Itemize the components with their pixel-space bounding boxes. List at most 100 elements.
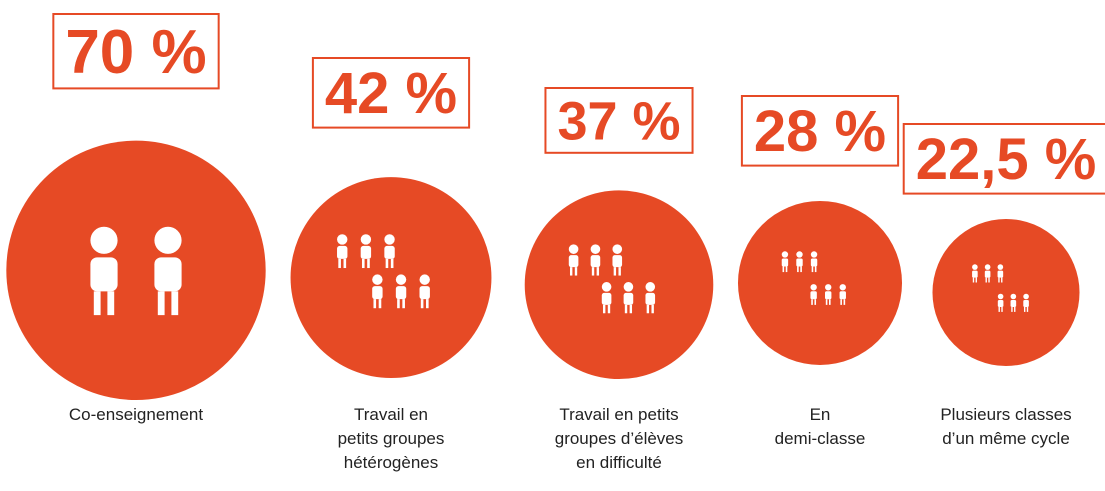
icon (93, 291, 101, 316)
category-label: d’un même cycle (942, 429, 1070, 448)
icon (998, 307, 1000, 312)
icon (402, 299, 405, 309)
icon (1010, 300, 1017, 308)
category-label: demi-classe (775, 429, 866, 448)
icon (361, 258, 365, 269)
icon (797, 266, 799, 273)
icon (360, 234, 372, 245)
icon (810, 251, 818, 258)
icon (998, 277, 1000, 283)
icon (420, 299, 424, 309)
icon (972, 270, 978, 278)
icon (90, 226, 118, 254)
bubble (932, 218, 1080, 366)
icon (90, 257, 118, 292)
icon (373, 299, 377, 309)
icon (1014, 307, 1016, 312)
icon (154, 226, 182, 254)
value-box (740, 95, 900, 167)
value-box (902, 123, 1105, 195)
bubble (524, 190, 714, 379)
icon (645, 282, 656, 292)
icon (1026, 307, 1029, 312)
icon (419, 274, 430, 285)
category-label: Travail en (354, 405, 428, 424)
category-label: Travail en petits (559, 405, 678, 424)
icon (997, 293, 1004, 300)
icon (107, 291, 115, 316)
icon (796, 251, 803, 258)
icon (810, 291, 817, 300)
icon (395, 286, 407, 300)
icon (623, 292, 634, 305)
icon (607, 304, 611, 314)
icon (796, 258, 803, 267)
icon (397, 299, 400, 309)
icon (997, 300, 1004, 308)
icon (574, 267, 578, 276)
icon (814, 299, 817, 305)
icon (988, 277, 990, 283)
icon (1001, 277, 1003, 283)
icon (785, 266, 788, 273)
icon (569, 267, 573, 276)
icon (1023, 293, 1029, 300)
bubble (737, 200, 903, 365)
icon (645, 292, 656, 305)
value-label: 70 % (65, 18, 206, 87)
icon (811, 266, 814, 273)
icon (426, 299, 429, 309)
value-box (311, 57, 471, 129)
icon (814, 266, 817, 273)
icon (623, 282, 634, 292)
icon (1001, 307, 1003, 312)
icon (343, 258, 347, 269)
icon (984, 270, 991, 278)
icon (601, 292, 612, 305)
icon (839, 284, 846, 291)
value-box (52, 13, 220, 90)
icon (338, 258, 341, 269)
icon (825, 299, 828, 305)
category-label: petits groupes (338, 429, 445, 448)
icon (390, 258, 394, 269)
icon (1023, 307, 1026, 312)
icon (972, 264, 978, 270)
icon (171, 291, 179, 316)
icon (372, 274, 383, 285)
icon (985, 277, 987, 283)
category-label: Co-enseignement (69, 405, 203, 424)
icon (596, 267, 600, 276)
icon (591, 267, 595, 276)
icon (154, 257, 182, 292)
icon (612, 244, 623, 254)
icon (782, 266, 785, 273)
icon (810, 284, 817, 291)
icon (810, 258, 818, 267)
icon (1011, 307, 1013, 312)
icon (395, 274, 407, 285)
icon (385, 258, 389, 269)
value-label: 22,5 % (916, 127, 1097, 192)
icon (612, 255, 623, 268)
icon (337, 245, 348, 259)
icon (781, 258, 789, 267)
icon (800, 266, 802, 273)
bubble (6, 140, 266, 401)
icon (384, 234, 395, 245)
icon (997, 270, 1004, 278)
icon (1023, 300, 1029, 308)
value-label: 28 % (754, 99, 886, 164)
icon (618, 267, 621, 276)
icon (829, 299, 831, 305)
icon (972, 277, 975, 283)
value-box (544, 87, 694, 154)
icon (384, 245, 395, 259)
icon (360, 245, 372, 259)
icon (590, 244, 601, 254)
icon (378, 299, 382, 309)
icon (157, 291, 165, 316)
icon (602, 304, 606, 314)
icon (367, 258, 370, 269)
